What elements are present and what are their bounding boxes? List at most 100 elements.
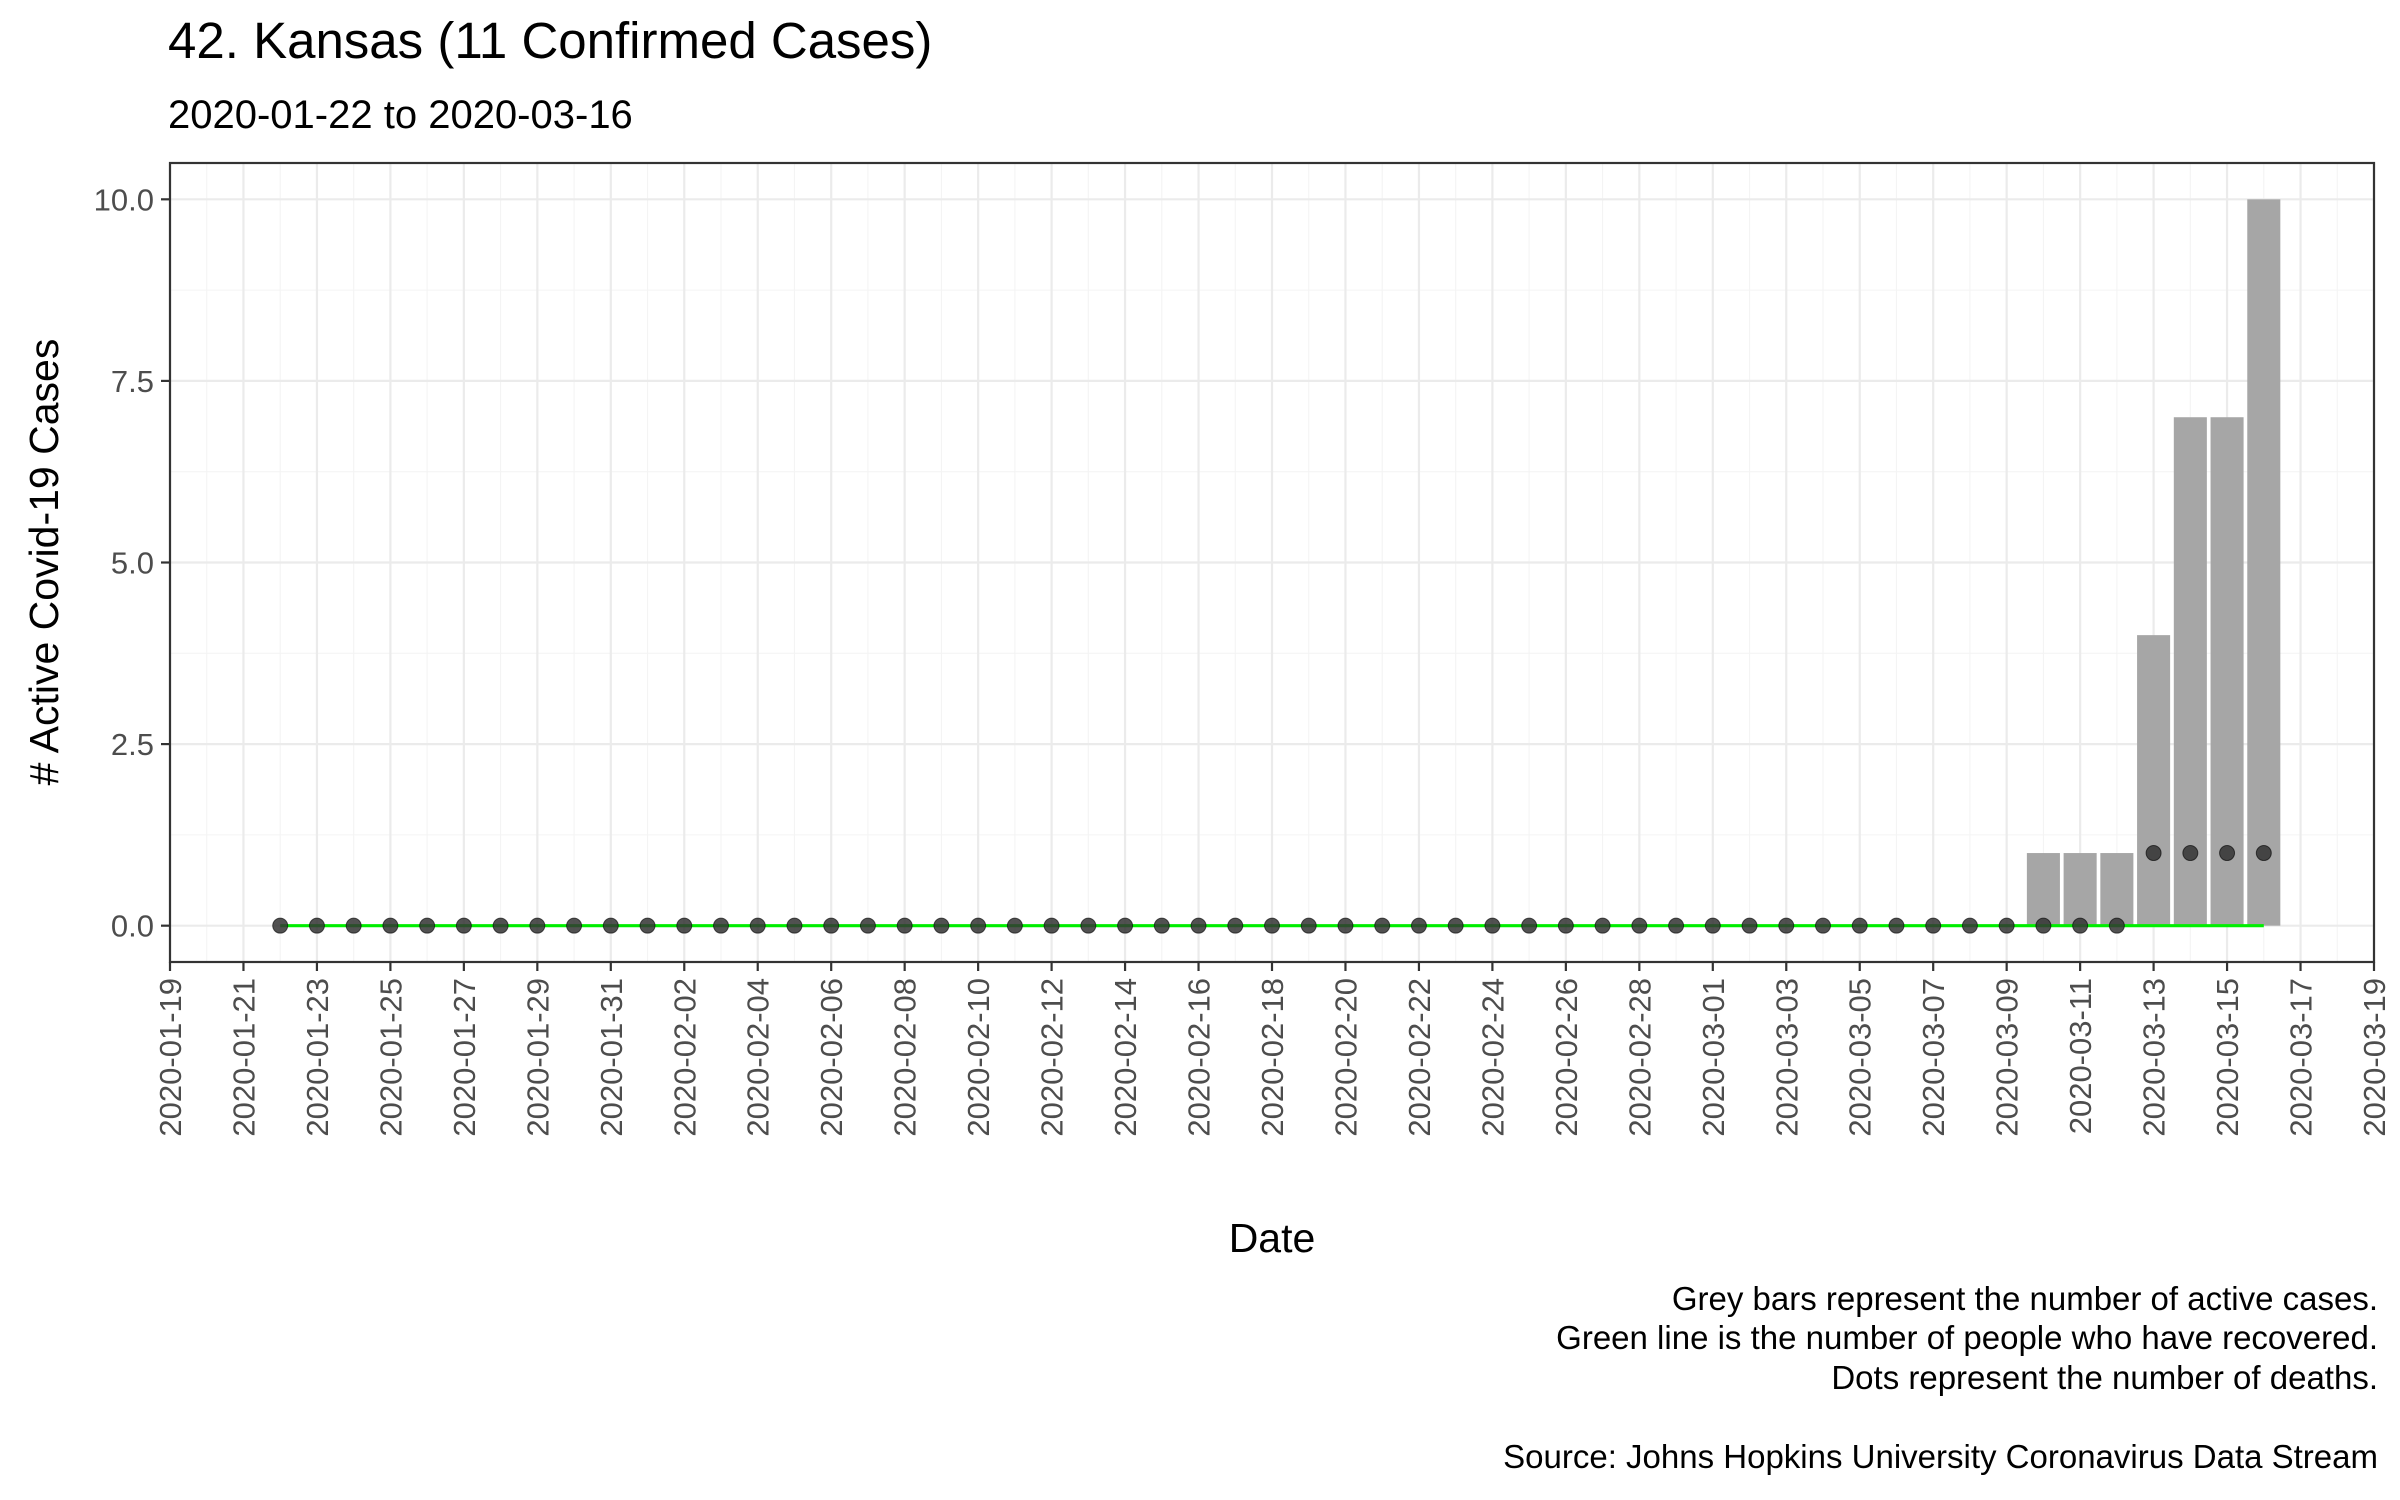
death-point bbox=[2182, 845, 2199, 862]
death-point bbox=[1668, 917, 1685, 934]
death-point bbox=[1300, 917, 1317, 934]
death-point bbox=[345, 917, 362, 934]
x-axis: 2020-01-19 2020-01-21 2020-01-23 2020-01-25… bbox=[153, 962, 2392, 1137]
x-tick-label: 2020-02-16 bbox=[1182, 978, 1217, 1137]
x-tick-label: 2020-03-15 bbox=[2210, 978, 2245, 1137]
death-point bbox=[1741, 917, 1758, 934]
death-point bbox=[455, 917, 472, 934]
y-axis: 0.0 2.5 5.0 7.5 10.0 bbox=[94, 182, 170, 944]
x-tick-label: 2020-02-14 bbox=[1108, 978, 1143, 1137]
x-tick-label: 2020-02-10 bbox=[961, 978, 996, 1137]
active-cases-bar bbox=[2173, 417, 2207, 926]
death-point bbox=[1557, 917, 1574, 934]
death-point bbox=[639, 917, 656, 934]
death-point bbox=[970, 917, 987, 934]
death-point bbox=[1704, 917, 1721, 934]
death-point bbox=[749, 917, 766, 934]
x-tick-label: 2020-02-24 bbox=[1475, 978, 1510, 1137]
x-tick-label: 2020-01-21 bbox=[226, 978, 261, 1137]
caption-line-1: Grey bars represent the number of active… bbox=[1672, 1280, 2378, 1317]
death-point bbox=[1815, 917, 1831, 934]
death-point bbox=[1190, 917, 1207, 934]
x-tick-label: 2020-02-22 bbox=[1402, 978, 1437, 1137]
death-point bbox=[713, 917, 729, 934]
y-tick-label: 2.5 bbox=[111, 727, 154, 762]
x-tick-label: 2020-03-05 bbox=[1843, 978, 1878, 1137]
death-point bbox=[566, 917, 583, 934]
x-tick-label: 2020-03-07 bbox=[1916, 978, 1951, 1137]
death-point bbox=[529, 917, 546, 934]
death-point bbox=[1006, 917, 1023, 934]
deaths-points bbox=[272, 845, 2272, 934]
death-point bbox=[492, 917, 509, 934]
death-point bbox=[1521, 917, 1538, 934]
x-tick-label: 2020-02-02 bbox=[667, 978, 702, 1137]
x-tick-label: 2020-03-01 bbox=[1696, 978, 1731, 1137]
death-point bbox=[1080, 917, 1097, 934]
x-tick-label: 2020-03-19 bbox=[2357, 978, 2392, 1137]
chart-subtitle: 2020-01-22 to 2020-03-16 bbox=[168, 93, 633, 137]
active-cases-bar bbox=[2100, 853, 2134, 926]
death-point bbox=[1925, 917, 1942, 934]
x-tick-label: 2020-03-13 bbox=[2137, 978, 2172, 1137]
death-point bbox=[2072, 917, 2089, 934]
death-point bbox=[1631, 917, 1648, 934]
death-point bbox=[308, 917, 325, 934]
x-tick-label: 2020-02-28 bbox=[1622, 978, 1657, 1137]
active-cases-bar bbox=[2137, 635, 2171, 926]
x-tick-label: 2020-02-20 bbox=[1328, 978, 1363, 1137]
death-point bbox=[1594, 917, 1611, 934]
x-tick-label: 2020-01-23 bbox=[300, 978, 335, 1137]
x-tick-label: 2020-02-08 bbox=[888, 978, 923, 1137]
active-cases-bars bbox=[2026, 199, 2281, 926]
x-axis-title: Date bbox=[1229, 1215, 1316, 1261]
death-point bbox=[1961, 917, 1978, 934]
death-point bbox=[1410, 917, 1427, 934]
death-point bbox=[2219, 845, 2236, 862]
death-point bbox=[1778, 917, 1795, 934]
x-tick-label: 2020-02-18 bbox=[1255, 978, 1290, 1137]
y-axis-title: # Active Covid-19 Cases bbox=[21, 339, 67, 786]
death-point bbox=[1117, 917, 1134, 934]
x-tick-label: 2020-02-04 bbox=[741, 978, 776, 1137]
active-cases-bar bbox=[2063, 853, 2097, 926]
x-tick-label: 2020-01-19 bbox=[153, 978, 188, 1137]
caption-source: Source: Johns Hopkins University Coronav… bbox=[1503, 1438, 2378, 1475]
death-point bbox=[602, 917, 619, 934]
y-tick-label: 5.0 bbox=[111, 546, 154, 581]
death-point bbox=[933, 917, 950, 934]
death-point bbox=[1888, 917, 1905, 934]
caption-line-3: Dots represent the number of deaths. bbox=[1831, 1359, 2378, 1396]
death-point bbox=[786, 917, 803, 934]
active-cases-bar bbox=[2210, 417, 2244, 926]
x-tick-label: 2020-02-06 bbox=[814, 978, 849, 1137]
death-point bbox=[1043, 917, 1060, 934]
x-tick-label: 2020-01-25 bbox=[373, 978, 408, 1137]
death-point bbox=[272, 917, 289, 934]
y-tick-label: 10.0 bbox=[94, 182, 154, 217]
caption-line-2: Green line is the number of people who h… bbox=[1556, 1319, 2378, 1356]
death-point bbox=[2035, 917, 2052, 934]
x-tick-label: 2020-03-17 bbox=[2284, 978, 2319, 1137]
death-point bbox=[2108, 917, 2125, 934]
death-point bbox=[859, 917, 876, 934]
x-tick-label: 2020-03-11 bbox=[2063, 978, 2098, 1134]
chart-title: 42. Kansas (11 Confirmed Cases) bbox=[168, 12, 932, 69]
death-point bbox=[676, 917, 693, 934]
x-tick-label: 2020-02-12 bbox=[1035, 978, 1070, 1137]
x-tick-label: 2020-03-09 bbox=[1990, 978, 2025, 1137]
death-point bbox=[382, 917, 399, 934]
death-point bbox=[823, 917, 840, 934]
death-point bbox=[1851, 917, 1868, 934]
x-tick-label: 2020-01-31 bbox=[594, 978, 629, 1137]
death-point bbox=[2255, 845, 2272, 862]
y-tick-label: 0.0 bbox=[111, 909, 154, 944]
death-point bbox=[419, 917, 436, 934]
x-tick-label: 2020-02-26 bbox=[1549, 978, 1584, 1137]
death-point bbox=[1447, 917, 1464, 934]
death-point bbox=[1227, 917, 1244, 934]
active-cases-bar bbox=[2026, 853, 2060, 926]
active-cases-bar bbox=[2247, 199, 2281, 926]
death-point bbox=[1337, 917, 1354, 934]
death-point bbox=[1264, 917, 1280, 934]
